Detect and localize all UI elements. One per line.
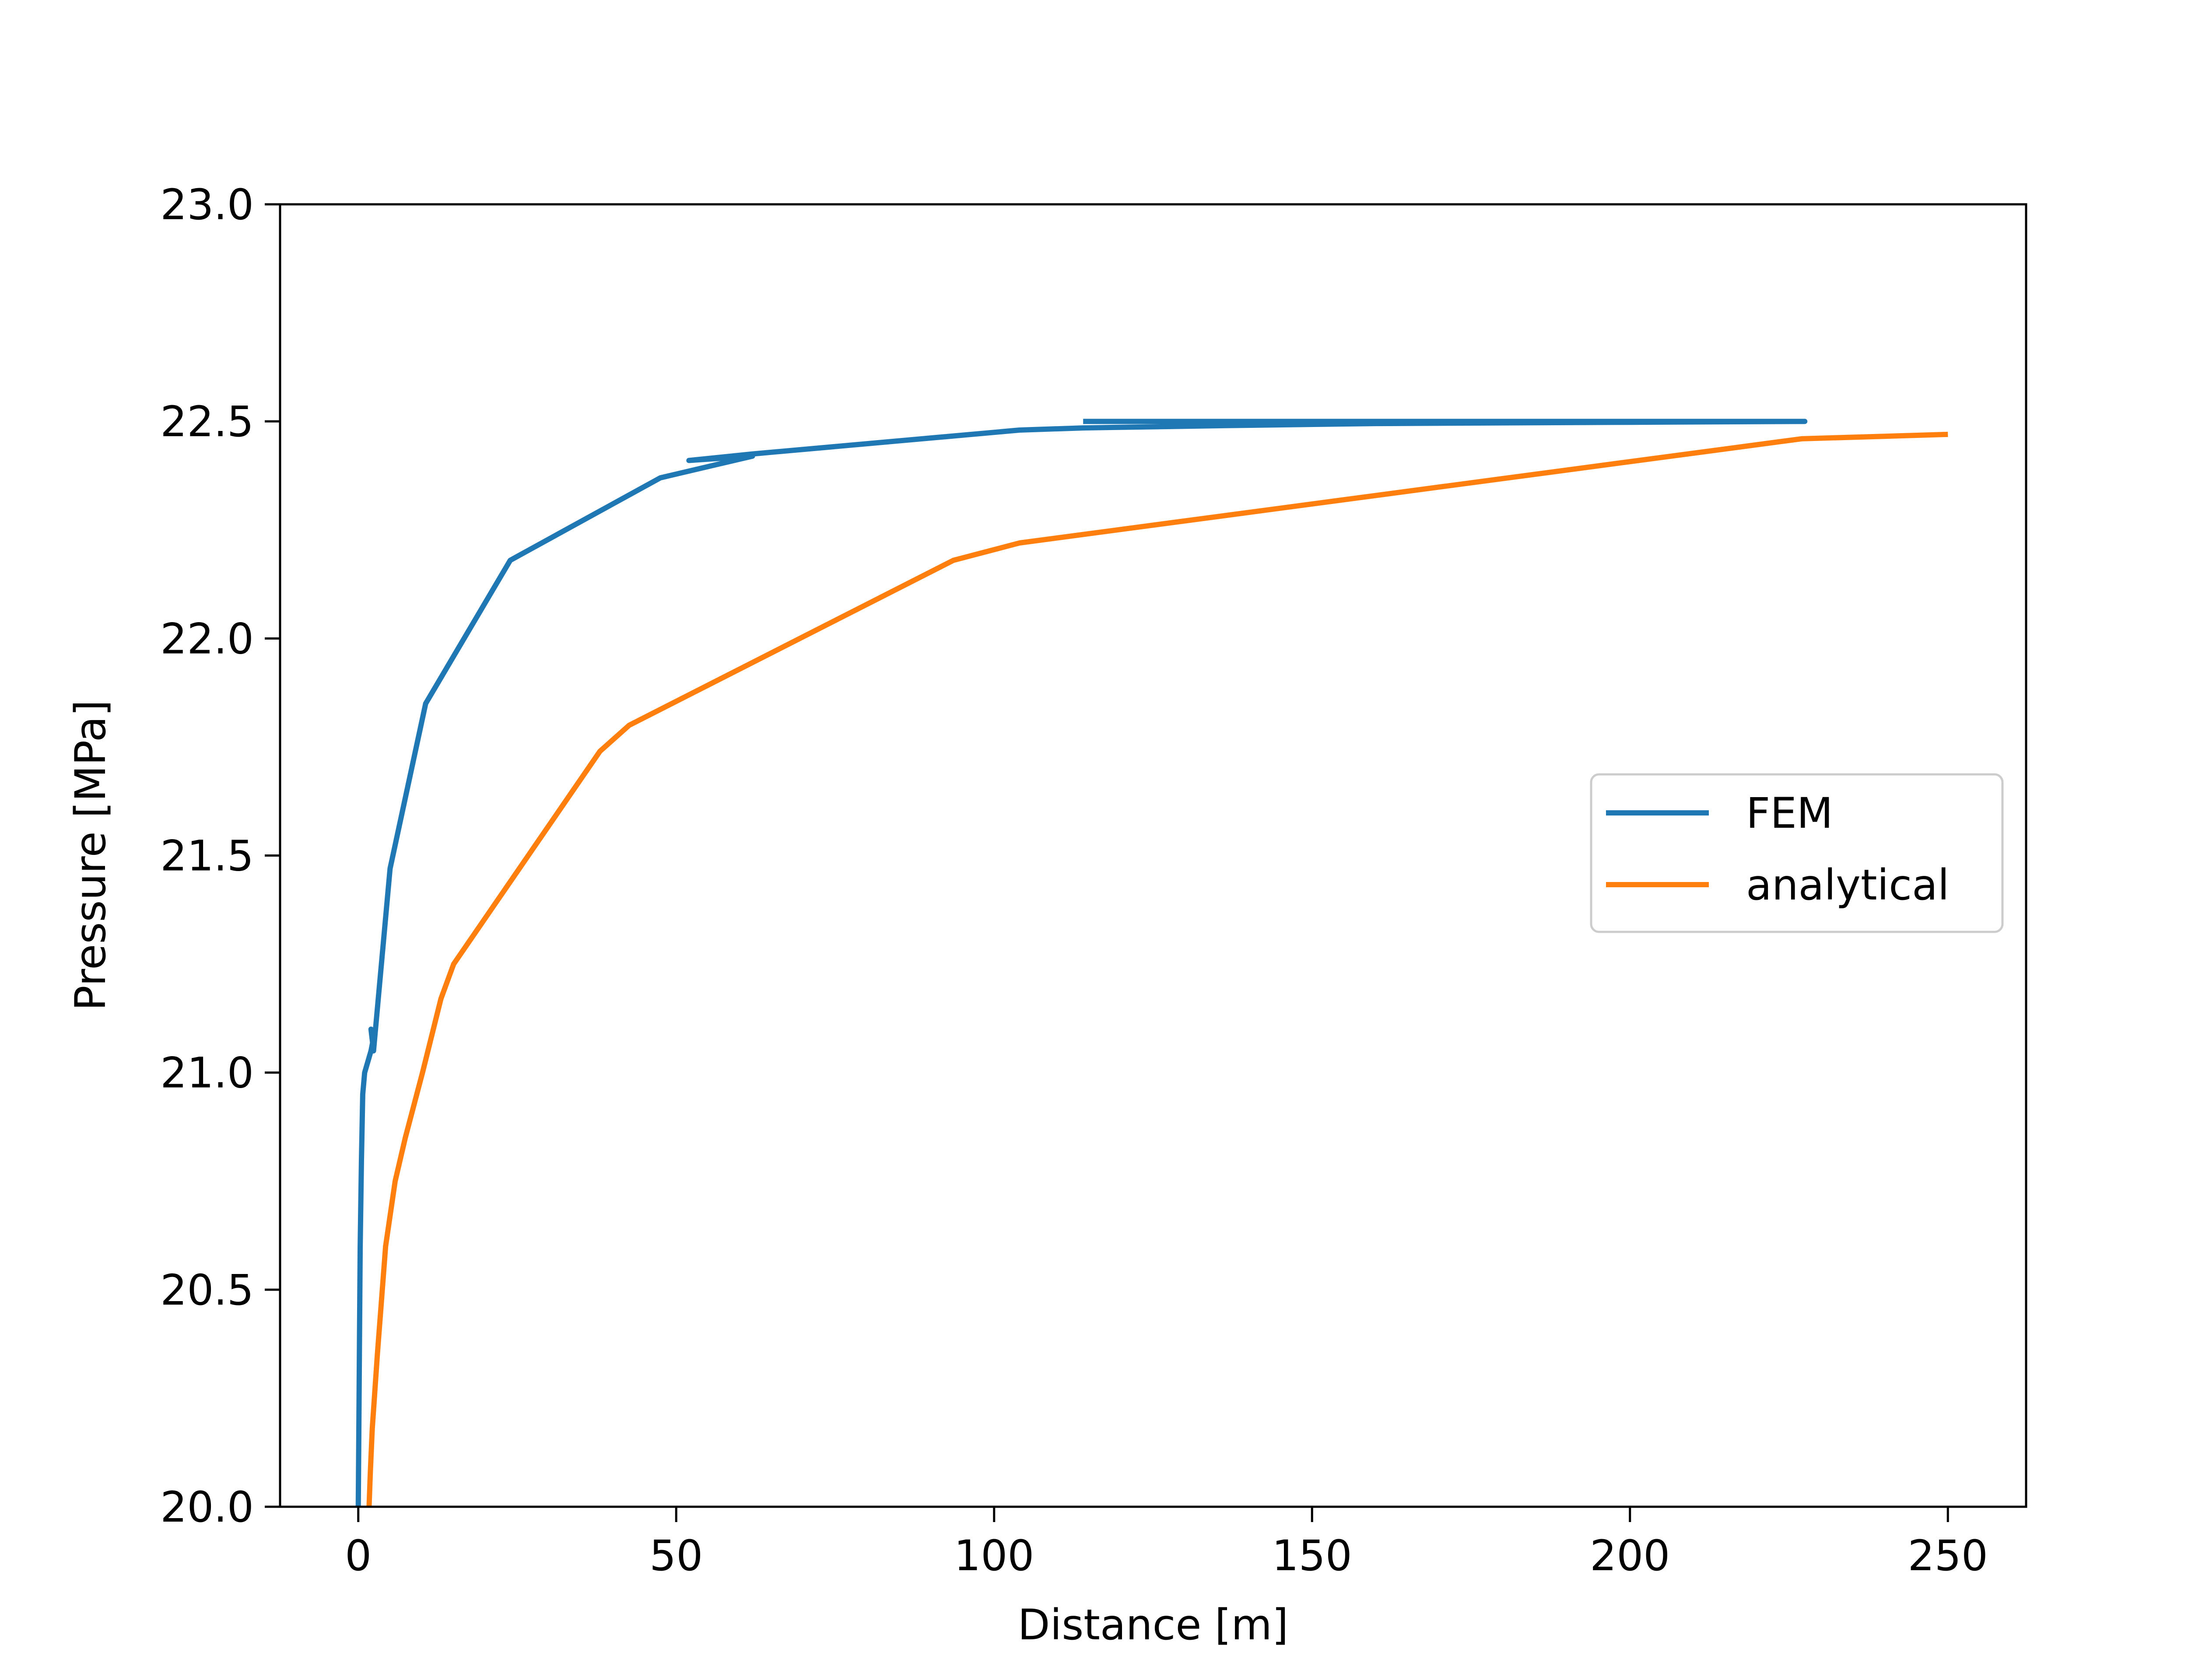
series-layer: [355, 419, 1948, 1507]
y-tick-label: 22.0: [160, 614, 254, 663]
y-tick-label: 20.0: [160, 1483, 254, 1532]
x-axis: 0 50 100 150 200 250: [345, 1507, 1988, 1580]
y-axis: 20.0 20.5 21.0 21.5 22.0 22.5 23.0: [160, 180, 280, 1532]
legend-label-analytical: analytical: [1746, 861, 1950, 910]
legend: FEM analytical: [1590, 773, 2004, 933]
y-tick-label: 20.5: [160, 1266, 254, 1315]
x-tick-label: 50: [649, 1531, 703, 1580]
y-tick-label: 23.0: [160, 180, 254, 229]
series-line-fem: [355, 419, 1808, 1507]
x-tick-label: 100: [954, 1531, 1034, 1580]
x-tick-label: 250: [1908, 1531, 1988, 1580]
y-axis-label: Pressure [MPa]: [66, 700, 115, 1011]
x-axis-label: Distance [m]: [1018, 1600, 1289, 1649]
y-tick-label: 21.5: [160, 832, 254, 881]
x-tick-label: 0: [345, 1531, 372, 1580]
x-tick-label: 150: [1272, 1531, 1352, 1580]
y-tick-label: 22.5: [160, 397, 254, 446]
legend-label-fem: FEM: [1746, 789, 1833, 838]
series-line-analytical: [366, 431, 1948, 1507]
y-tick-label: 21.0: [160, 1049, 254, 1098]
x-tick-label: 200: [1590, 1531, 1670, 1580]
